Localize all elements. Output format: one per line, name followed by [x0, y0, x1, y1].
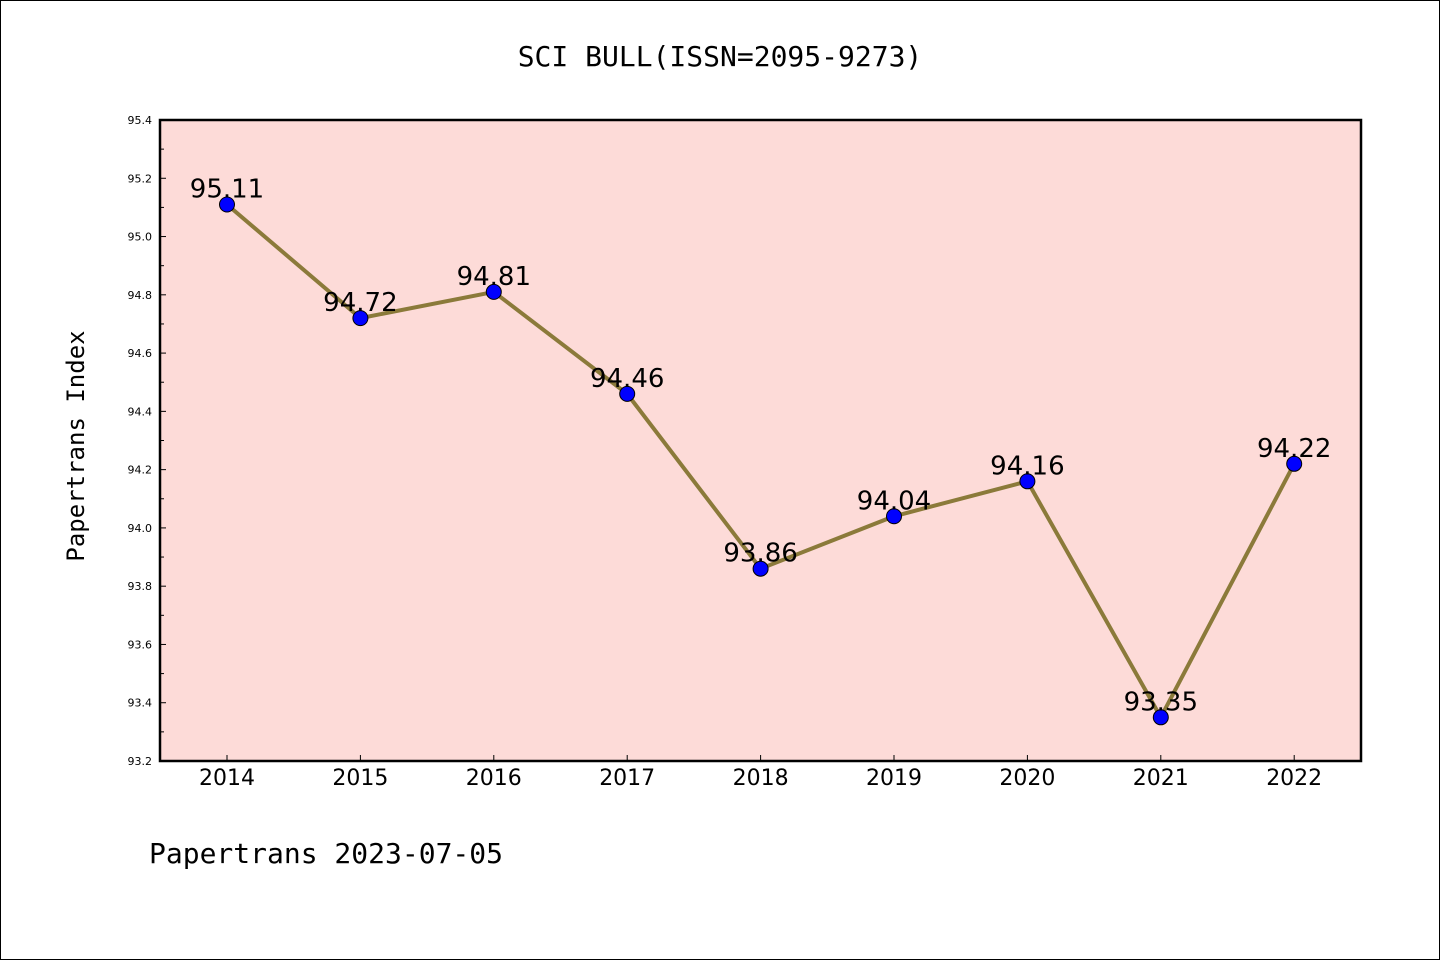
y-tick-label: 94.6 [128, 347, 153, 360]
y-tick-label: 93.8 [128, 580, 153, 593]
data-label: 94.16 [990, 451, 1064, 481]
x-tick-label: 2020 [999, 766, 1055, 791]
plot-area [158, 118, 1363, 763]
y-tick-label: 95.2 [128, 172, 153, 185]
data-point-marker [752, 560, 769, 577]
data-label: 93.86 [723, 539, 797, 569]
x-tick-label: 2018 [733, 766, 789, 791]
data-point-marker [619, 385, 636, 402]
data-point-marker [1286, 455, 1303, 472]
data-point-marker [219, 196, 235, 213]
x-axis: 2014 2015 2016 2017 2018 2019 2020 2021 2022 [199, 755, 1322, 791]
data-labels-group: 95.11 94.72 94.81 94.46 93.86 94.04 94.16 93.35… [190, 174, 1332, 717]
data-label: 94.72 [323, 288, 397, 318]
data-label: 94.04 [857, 486, 931, 516]
x-tick-label: 2015 [332, 766, 388, 791]
y-tick-label: 93.6 [128, 638, 153, 651]
footer-text: Papertrans 2023-07-05 [149, 837, 503, 870]
y-tick-label: 94.2 [128, 464, 153, 477]
data-point-marker [1152, 709, 1169, 726]
y-tick-label: 95.4 [128, 114, 153, 127]
y-tick-label: 95.0 [128, 231, 153, 244]
y-axis: 93.2 93.4 93.6 93.8 94.0 94.2 94.4 94.6 94.8 95.0… [128, 114, 166, 768]
x-tick-label: 2022 [1266, 766, 1322, 791]
chart-title: SCI BULL(ISSN=2095-9273) [518, 40, 923, 73]
data-label: 94.22 [1257, 434, 1331, 464]
x-tick-label: 2019 [866, 766, 922, 791]
y-tick-label: 93.2 [128, 755, 153, 768]
x-tick-label: 2014 [199, 766, 255, 791]
y-tick-label: 94.8 [128, 289, 153, 302]
y-tick-label: 94.4 [128, 405, 153, 418]
data-label: 93.35 [1124, 687, 1198, 717]
y-tick-label: 93.4 [128, 697, 153, 710]
data-label: 95.11 [190, 174, 264, 204]
y-axis-label: Papertrans Index [62, 330, 90, 561]
x-tick-label: 2016 [466, 766, 522, 791]
y-tick-label: 94.0 [128, 522, 153, 535]
markers-group [219, 196, 1303, 726]
x-tick-label: 2021 [1133, 766, 1189, 791]
data-point-marker [352, 310, 369, 327]
data-point-marker [1019, 473, 1036, 490]
x-tick-label: 2017 [599, 766, 655, 791]
data-label: 94.81 [457, 262, 531, 292]
data-label: 94.46 [590, 364, 664, 394]
data-point-marker [886, 508, 902, 525]
data-point-marker [485, 283, 502, 300]
